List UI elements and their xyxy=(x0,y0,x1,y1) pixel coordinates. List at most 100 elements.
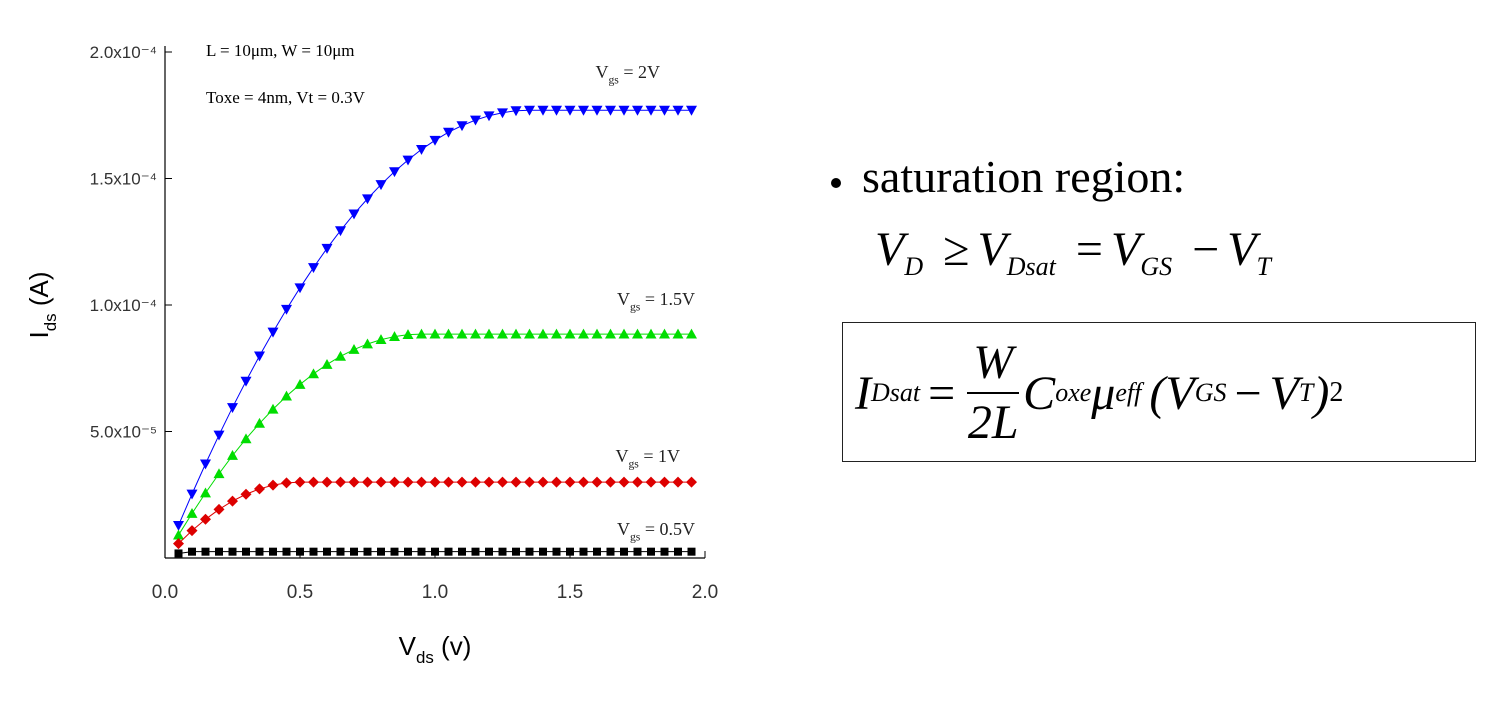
data-point xyxy=(404,547,412,556)
data-point xyxy=(294,378,306,389)
data-point xyxy=(417,547,426,556)
x-tick-label: 0.0 xyxy=(152,582,178,603)
data-point xyxy=(242,547,250,556)
series-label: Vgs = 2V xyxy=(595,62,660,86)
data-point xyxy=(512,547,520,556)
data-point xyxy=(605,328,616,339)
data-point xyxy=(335,476,346,488)
data-point xyxy=(362,338,373,349)
data-point xyxy=(186,489,198,500)
data-point xyxy=(375,476,387,488)
data-point xyxy=(348,344,360,354)
data-point xyxy=(240,376,252,387)
data-point xyxy=(591,328,603,339)
data-point xyxy=(173,538,184,550)
data-point xyxy=(686,105,697,116)
data-point xyxy=(456,328,468,339)
data-point xyxy=(402,329,414,340)
data-point xyxy=(659,328,670,339)
data-point xyxy=(186,525,198,537)
data-point xyxy=(578,476,589,488)
data-point xyxy=(552,547,561,556)
data-point xyxy=(321,243,333,254)
data-point xyxy=(564,105,576,116)
data-point xyxy=(200,459,211,470)
y-axis-label: Ids (A) xyxy=(24,272,60,339)
data-point xyxy=(282,547,291,556)
data-point xyxy=(429,476,441,488)
data-point xyxy=(566,547,574,556)
data-point xyxy=(173,520,184,531)
data-point xyxy=(377,547,385,556)
data-point xyxy=(632,328,643,339)
data-point xyxy=(335,226,346,237)
data-point xyxy=(213,468,225,479)
data-point xyxy=(672,328,684,339)
data-point xyxy=(335,350,346,361)
data-point xyxy=(645,476,657,488)
data-point xyxy=(215,547,223,556)
data-point xyxy=(321,476,333,488)
data-point xyxy=(323,547,331,556)
data-point xyxy=(443,476,454,488)
data-point xyxy=(618,476,630,488)
data-point xyxy=(348,209,360,220)
data-point xyxy=(618,105,630,116)
data-point xyxy=(606,547,615,556)
data-point xyxy=(510,328,522,339)
series-label: Vgs = 1.5V xyxy=(617,289,695,313)
y-tick-label: 1.5x10⁻⁴ xyxy=(90,170,157,189)
data-point xyxy=(456,121,468,132)
data-point xyxy=(470,115,481,126)
x-axis-label: Vds (v) xyxy=(399,631,472,667)
data-point xyxy=(308,263,319,274)
data-point xyxy=(672,105,684,116)
data-point xyxy=(201,547,210,556)
data-point xyxy=(402,476,414,488)
x-tick-label: 0.5 xyxy=(287,582,313,603)
data-point xyxy=(213,430,225,441)
data-point xyxy=(483,111,495,122)
data-point xyxy=(375,180,387,191)
data-point xyxy=(645,105,657,116)
data-point xyxy=(240,433,252,444)
data-point xyxy=(593,547,601,556)
data-point xyxy=(390,547,399,556)
annotation: L = 10μm, W = 10μm xyxy=(206,41,355,60)
data-point xyxy=(510,476,522,488)
data-point xyxy=(591,105,603,116)
data-point xyxy=(659,105,670,116)
series-label: Vgs = 1V xyxy=(615,446,680,470)
data-point xyxy=(498,547,507,556)
data-point xyxy=(309,547,318,556)
data-point xyxy=(267,479,279,491)
data-point xyxy=(537,105,549,116)
data-point xyxy=(564,476,576,488)
data-point xyxy=(200,513,211,525)
data-point xyxy=(686,476,697,488)
y-tick-label: 2.0x10⁻⁴ xyxy=(90,43,157,62)
data-point xyxy=(579,547,588,556)
data-point xyxy=(281,477,292,489)
data-point xyxy=(269,547,277,556)
data-point xyxy=(227,495,238,507)
data-point xyxy=(471,547,480,556)
data-point xyxy=(227,450,238,460)
data-point xyxy=(674,547,682,556)
data-point xyxy=(483,328,495,339)
data-point xyxy=(227,403,238,413)
y-tick-label: 5.0x10⁻⁵ xyxy=(90,423,157,442)
data-point xyxy=(524,105,535,116)
data-point xyxy=(431,547,439,556)
data-point xyxy=(389,476,400,488)
x-tick-label: 2.0 xyxy=(692,582,718,603)
data-point xyxy=(336,547,345,556)
data-point xyxy=(485,547,493,556)
data-point xyxy=(416,145,427,155)
data-point xyxy=(647,547,655,556)
data-point xyxy=(483,476,495,488)
data-point xyxy=(228,547,237,556)
data-point xyxy=(564,328,576,339)
